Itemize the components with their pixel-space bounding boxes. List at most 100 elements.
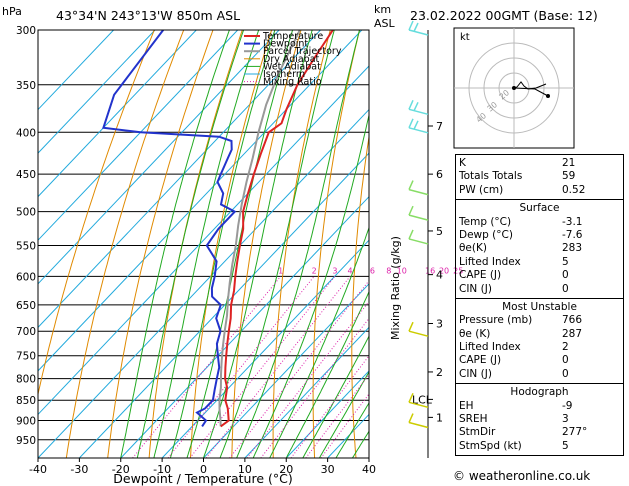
index-value: 0	[562, 367, 569, 380]
datetime-label: 23.02.2022 00GMT (Base: 12)	[410, 8, 598, 23]
copyright-footer: © weatheronline.co.uk	[453, 469, 591, 483]
legend-label: Temperature	[262, 31, 323, 42]
x-tick-label: 40	[362, 463, 376, 476]
pressure-tick-label: 850	[16, 395, 36, 407]
pressure-tick-label: 800	[16, 374, 36, 386]
parcel-trajectory-line	[218, 30, 301, 427]
wind-barb-staff	[408, 188, 429, 196]
legend-label: Parcel Trajectory	[263, 46, 342, 57]
wind-barb-staff	[408, 421, 429, 429]
pressure-tick-label: 900	[16, 416, 36, 428]
isotherm-line	[203, 283, 369, 458]
mixing-ratio-line	[260, 317, 369, 458]
index-value: 5	[562, 255, 569, 268]
index-row: PW (cm) 0.52	[456, 184, 623, 197]
hodograph-storm-point	[546, 94, 550, 98]
index-label: CAPE (J)	[459, 269, 502, 282]
index-row: θe (K) 287	[456, 328, 623, 341]
pressure-tick-label: 950	[16, 435, 36, 447]
index-label: θe (K)	[459, 327, 491, 340]
mixing-ratio-axis-label: Mixing Ratio (g/kg)	[389, 236, 402, 340]
isotherm-line	[38, 65, 369, 416]
index-row: Lifted Index 2	[456, 341, 623, 354]
index-row: Totals Totals 59	[456, 170, 623, 183]
x-tick-label: -30	[70, 463, 88, 476]
index-row: Lifted Index 5	[456, 256, 623, 269]
x-axis-label: Dewpoint / Temperature (°C)	[113, 471, 292, 486]
hodograph-unit: kt	[460, 32, 470, 43]
wet-adiabat-line	[169, 30, 276, 458]
index-row: CAPE (J) 0	[456, 269, 623, 282]
index-row: CAPE (J) 0	[456, 354, 623, 367]
isotherm-line	[38, 30, 197, 198]
wet-adiabat-line	[318, 370, 369, 458]
index-row: K 21	[456, 157, 623, 170]
wind-barb-staff	[408, 127, 429, 134]
pressure-tick-label: 550	[16, 240, 36, 252]
dry-adiabat-line	[231, 30, 302, 458]
index-label: Dewp (°C)	[459, 228, 513, 241]
hodograph-origin-point	[512, 86, 516, 90]
index-value: 0	[562, 269, 569, 282]
pressure-unit-label: hPa	[2, 5, 22, 18]
isotherm-line	[38, 30, 114, 111]
surface-title: Surface	[519, 202, 560, 215]
isotherm-line	[38, 30, 156, 154]
wet-adiabat-line	[285, 290, 369, 458]
pressure-tick-label: 450	[16, 169, 36, 181]
isotherm-line	[38, 30, 363, 372]
index-row: CIN (J) 0	[456, 283, 623, 296]
index-label: EH	[459, 399, 474, 412]
km-tick-label: 3	[436, 318, 443, 331]
x-tick-label: -40	[29, 463, 47, 476]
isotherm-line	[38, 108, 369, 458]
wind-barb-staff	[408, 29, 429, 36]
legend-label: Dewpoint	[263, 39, 308, 50]
km-tick-label: 5	[436, 225, 443, 238]
x-tick-label: -10	[153, 463, 171, 476]
index-value: 277°	[562, 426, 588, 439]
axes: 1 2 3 4 6 8 10 16 20 2530035040045050055060065070…	[16, 25, 463, 476]
pressure-tick-label: 750	[16, 351, 36, 363]
index-value: 0.52	[562, 183, 586, 196]
dry-adiabat-line	[65, 30, 185, 458]
mixing-ratio-line	[167, 276, 315, 458]
mixing-ratio-label: 16	[425, 266, 435, 275]
mixing-ratio-label: 2	[312, 266, 317, 275]
index-value: 2	[562, 341, 569, 354]
dry-adiabat-line	[107, 30, 214, 458]
mixing-ratio-line	[320, 393, 369, 458]
index-value: -3.1	[562, 215, 583, 228]
wet-adiabat-line	[120, 30, 230, 458]
wet-adiabat-line	[236, 30, 360, 458]
index-label: StmSpd (kt)	[459, 439, 522, 452]
hodograph-stats-title: Hodograph	[510, 386, 569, 399]
index-value: 5	[562, 439, 569, 452]
isotherm-line	[38, 30, 321, 329]
wind-barb-flag	[408, 205, 414, 216]
index-label: K	[459, 157, 466, 169]
index-value: 0	[562, 282, 569, 295]
wind-barb-staff	[408, 238, 429, 245]
wind-barb-flag	[413, 22, 419, 32]
wet-adiabat-line	[219, 30, 335, 458]
index-value: 766	[562, 314, 583, 327]
mixing-ratio-label: 6	[370, 266, 375, 275]
legend-label: Isotherm	[263, 69, 305, 80]
index-label: θe(K)	[459, 242, 487, 255]
index-row: θe(K) 283	[456, 242, 623, 255]
wind-barb-staff	[408, 214, 429, 221]
most-unstable-section: Most Unstable Pressure (mb) 766 θe (K) 287…	[455, 297, 624, 385]
index-label: Temp (°C)	[459, 215, 512, 228]
index-label: StmDir	[459, 426, 496, 439]
index-label: SREH	[459, 413, 488, 426]
mixing-ratio-label: 4	[348, 266, 353, 275]
index-row: EH -9	[456, 400, 623, 413]
x-tick-label: 10	[238, 463, 252, 476]
wind-barb-staff	[408, 108, 429, 116]
dewpoint-line	[102, 30, 237, 427]
km-tick-label: 4	[436, 269, 443, 282]
index-value: -7.6	[562, 228, 583, 241]
x-tick-label: 0	[200, 463, 207, 476]
most-unstable-title: Most Unstable	[502, 300, 577, 313]
